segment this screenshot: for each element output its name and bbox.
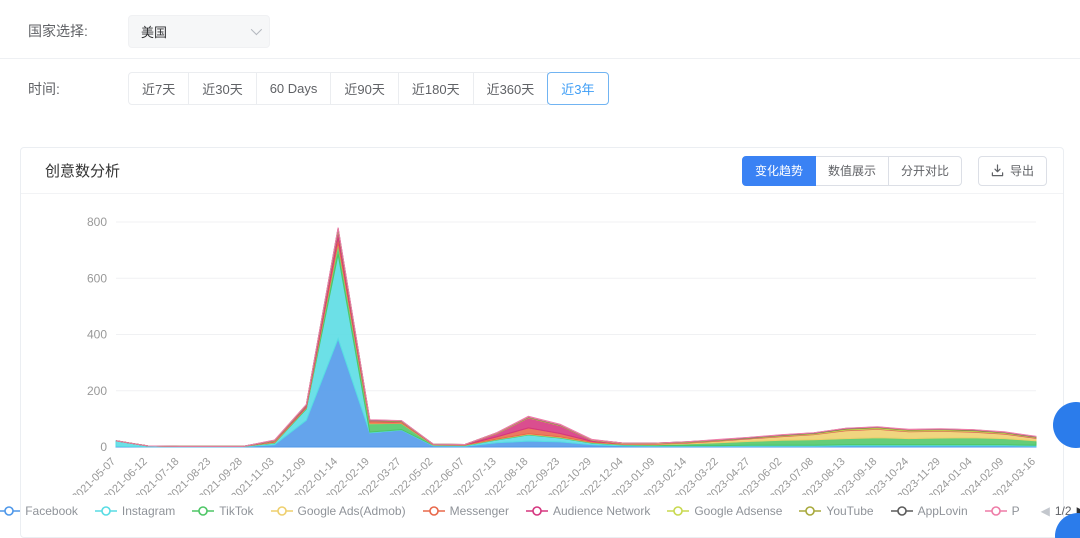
legend-marker-icon: [525, 506, 548, 516]
legend-label: Instagram: [121, 504, 176, 518]
time-range-buttons: 近7天 近30天 60 Days 近90天 近180天 近360天 近3年: [128, 72, 609, 105]
creative-analysis-panel: 创意数分析 变化趋势 数值展示 分开对比 导出 0 200 400 600 800 2021-…: [0, 147, 1080, 538]
time-range-button[interactable]: 近30天: [188, 72, 257, 105]
legend-marker-icon: [94, 506, 117, 516]
time-range-button[interactable]: 近90天: [330, 72, 399, 105]
legend-label: P: [1011, 504, 1020, 518]
country-select-label: 国家选择:: [28, 23, 88, 39]
view-mode-tabs: 变化趋势 数值展示 分开对比: [741, 155, 962, 186]
download-icon: [991, 164, 1004, 177]
panel-actions: 变化趋势 数值展示 分开对比 导出: [741, 155, 1047, 186]
legend-marker-icon: [799, 506, 822, 516]
legend-item[interactable]: TikTok: [192, 504, 254, 518]
legend-marker-icon: [890, 506, 913, 516]
svg-text:400: 400: [87, 328, 107, 342]
country-filter-row: 国家选择: 美国: [0, 0, 1080, 48]
legend-item[interactable]: AppLovin: [890, 504, 968, 518]
time-range-button[interactable]: 近3年: [547, 72, 609, 105]
legend-marker-icon: [270, 506, 293, 516]
legend-marker-icon: [192, 506, 215, 516]
view-mode-tab[interactable]: 分开对比: [887, 155, 962, 186]
legend-marker-icon: [0, 506, 21, 516]
panel-title: 创意数分析: [45, 163, 121, 180]
time-range-button[interactable]: 近180天: [397, 72, 474, 105]
legend-label: Google Adsense: [694, 504, 783, 518]
time-range-button[interactable]: 60 Days: [255, 72, 332, 105]
export-button[interactable]: 导出: [977, 155, 1047, 186]
section-divider: [0, 58, 1080, 59]
time-range-button[interactable]: 近7天: [128, 72, 190, 105]
svg-text:0: 0: [100, 440, 107, 454]
legend-item[interactable]: Audience Network: [525, 504, 651, 518]
legend-label: AppLovin: [917, 504, 968, 518]
legend-prev-icon[interactable]: ◀: [1040, 504, 1050, 518]
legend-item[interactable]: Google Ads(Admob): [270, 504, 406, 518]
legend-label: Facebook: [25, 504, 78, 518]
legend-item[interactable]: Facebook: [0, 504, 78, 518]
legend-marker-icon: [984, 506, 1007, 516]
chart-legend: Facebook Instagram TikTok Google Ads(Admob)…: [0, 504, 1080, 518]
legend-label: Google Ads(Admob): [297, 504, 406, 518]
time-range-button[interactable]: 近360天: [472, 72, 549, 105]
country-dropdown[interactable]: 美国: [128, 14, 270, 48]
svg-text:800: 800: [87, 215, 107, 229]
legend-item[interactable]: Instagram: [94, 504, 176, 518]
panel-header: 创意数分析 变化趋势 数值展示 分开对比 导出: [21, 148, 1063, 194]
legend-item[interactable]: YouTube: [799, 504, 874, 518]
legend-item[interactable]: Google Adsense: [667, 504, 782, 518]
legend-label: TikTok: [219, 504, 254, 518]
svg-text:600: 600: [87, 271, 107, 285]
legend-label: Messenger: [449, 504, 509, 518]
legend-marker-icon: [667, 506, 690, 516]
export-button-label: 导出: [1009, 164, 1034, 178]
legend-item[interactable]: Messenger: [422, 504, 509, 518]
legend-item[interactable]: P: [984, 504, 1020, 518]
chevron-down-icon: [250, 23, 263, 36]
creative-trend-chart[interactable]: 02004006008002021-05-072021-06-122021-07…: [21, 195, 1063, 504]
legend-marker-icon: [422, 506, 445, 516]
legend-next-icon[interactable]: ▶: [1077, 505, 1080, 517]
time-filter-row: 时间: 近7天 近30天 60 Days 近90天 近180天 近360天 近3年: [0, 59, 1080, 105]
view-mode-tab[interactable]: 数值展示: [814, 155, 889, 186]
chart-area: 0 200 400 600 800 2021-05-07 2021-06-12 2021-07…: [21, 195, 1063, 504]
svg-text:200: 200: [87, 384, 107, 398]
view-mode-tab[interactable]: 变化趋势: [741, 155, 816, 186]
legend-label: YouTube: [826, 504, 874, 518]
legend-label: Audience Network: [552, 504, 651, 518]
time-select-label: 时间:: [28, 80, 60, 97]
country-dropdown-value: 美国: [141, 24, 168, 40]
